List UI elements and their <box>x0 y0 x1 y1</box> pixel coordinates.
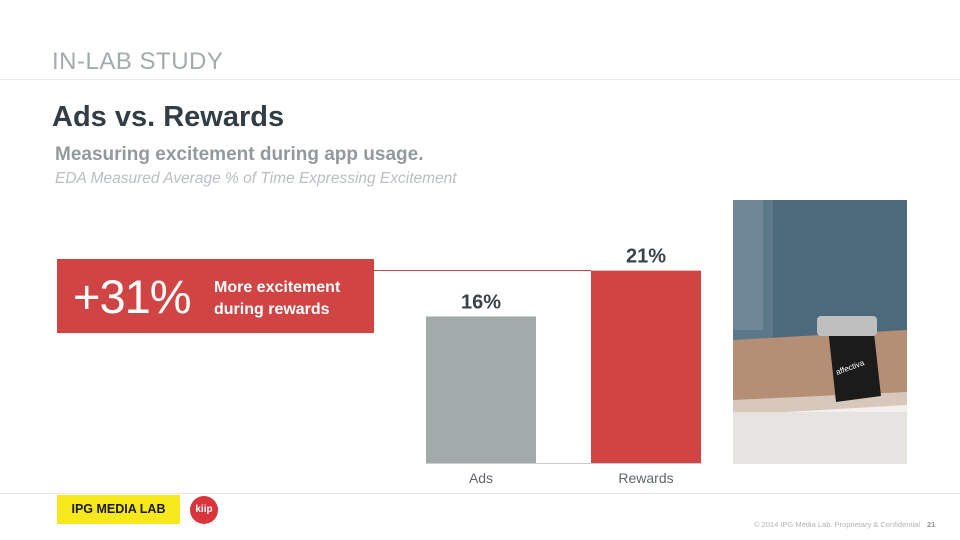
top-divider <box>0 79 960 80</box>
bar-rewards <box>591 270 701 463</box>
page-title: Ads vs. Rewards <box>52 101 285 133</box>
bar-chart: 16% Ads 21% Rewards <box>426 246 701 486</box>
category-label-rewards: Rewards <box>618 470 673 486</box>
callout-value: +31% <box>73 270 192 323</box>
chart-caption: EDA Measured Average % of Time Expressin… <box>55 170 457 187</box>
category-label-ads: Ads <box>469 470 493 486</box>
bottom-divider <box>0 493 960 494</box>
bar-ads <box>426 316 536 463</box>
ipg-media-lab-logo: IPG MEDIA LAB <box>57 495 180 524</box>
kiip-logo: kiip <box>190 496 218 524</box>
wristband-photo: affectiva <box>733 200 907 464</box>
value-label-ads: 16% <box>461 291 501 313</box>
page-subtitle: Measuring excitement during app usage. <box>55 144 424 165</box>
callout-text: More excitement during rewards <box>214 279 341 318</box>
callout-connector-line <box>374 270 591 271</box>
page-number: 21 <box>927 520 936 529</box>
copyright-text: © 2014 IPG Media Lab. Proprietary & Conf… <box>753 520 920 529</box>
section-title: IN-LAB STUDY <box>52 48 224 75</box>
callout-box: +31% More excitement during rewards <box>57 259 374 333</box>
value-label-rewards: 21% <box>626 246 666 268</box>
